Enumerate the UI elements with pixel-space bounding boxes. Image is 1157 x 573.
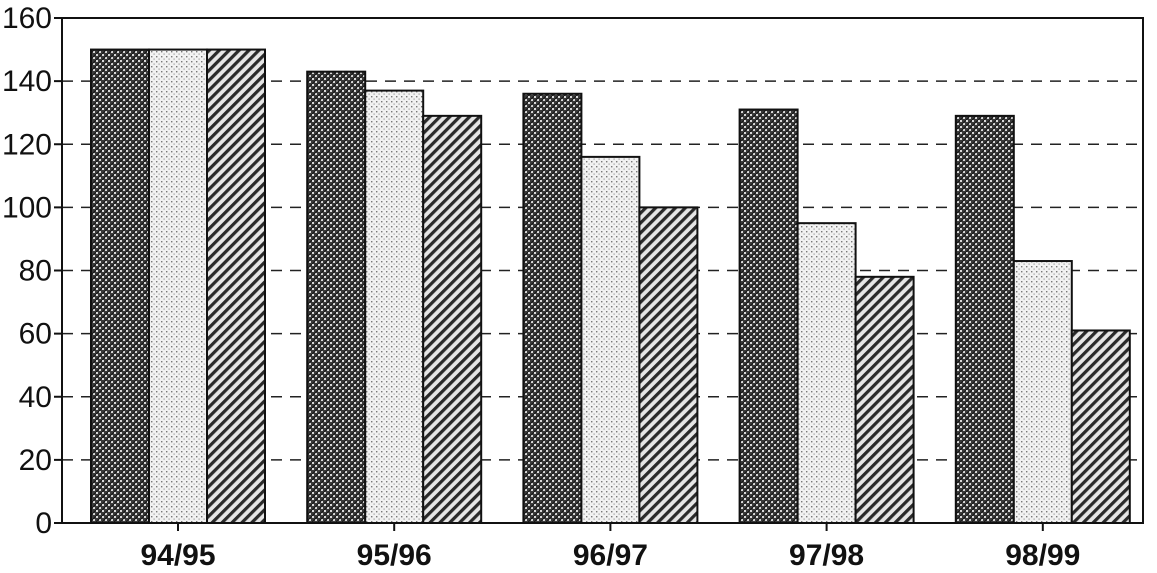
x-category-label: 96/97 <box>573 539 648 572</box>
x-axis-labels: 94/95 95/96 96/97 97/98 98/99 <box>140 523 1080 572</box>
y-tick-label: 0 <box>35 507 52 540</box>
y-tick-label: 160 <box>2 2 52 35</box>
y-tick-label: 40 <box>19 381 52 414</box>
bar-98-99-series-3 <box>1070 329 1131 524</box>
x-category-label: 98/99 <box>1005 539 1080 572</box>
bar-96-97-series-1 <box>522 92 583 524</box>
bar-95-96-series-1 <box>306 70 367 524</box>
y-axis-ticks: 0 20 40 60 80 100 120 140 160 <box>2 2 62 540</box>
bar-98-99-series-1 <box>954 114 1015 524</box>
plot-frame <box>61 17 1144 524</box>
y-tick-label: 80 <box>19 255 52 288</box>
bar-97-98-series-1 <box>738 108 799 524</box>
bar-95-96-series-3 <box>422 114 483 524</box>
bar-98-99-series-2 <box>1012 260 1073 524</box>
bar-96-97-series-2 <box>580 155 641 524</box>
bar-97-98-series-2 <box>796 222 857 524</box>
bars-group <box>90 48 1131 524</box>
bar-94-95-series-3 <box>206 48 266 524</box>
bar-95-96-series-2 <box>364 89 425 524</box>
y-tick-label: 60 <box>19 318 52 351</box>
x-category-label: 97/98 <box>789 539 864 572</box>
bar-94-95-series-2 <box>148 48 208 524</box>
y-tick-label: 120 <box>2 128 52 161</box>
axes <box>61 17 1144 524</box>
bar-97-98-series-3 <box>854 275 915 524</box>
y-tick-label: 20 <box>19 444 52 477</box>
y-tick-label: 100 <box>2 191 52 224</box>
bar-96-97-series-3 <box>638 206 699 524</box>
x-category-label: 94/95 <box>140 539 215 572</box>
y-tick-label: 140 <box>2 65 52 98</box>
bar-94-95-series-1 <box>90 48 150 524</box>
x-category-label: 95/96 <box>357 539 432 572</box>
